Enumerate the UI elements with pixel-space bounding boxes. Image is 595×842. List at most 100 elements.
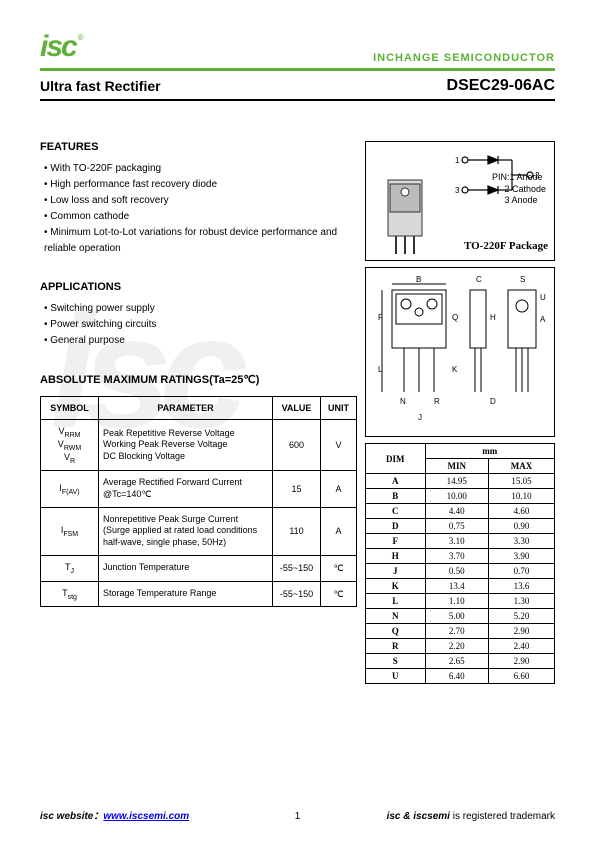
list-item: With TO-220F packaging (44, 161, 357, 177)
list-item: Power switching circuits (44, 317, 357, 333)
list-item: Low loss and soft recovery (44, 193, 357, 209)
cell-value: 110 (273, 507, 321, 555)
svg-text:C: C (476, 275, 482, 284)
cell-param: Junction Temperature (99, 555, 273, 581)
svg-text:1: 1 (455, 156, 460, 165)
cell-param: Peak Repetitive Reverse Voltage Working … (99, 420, 273, 471)
col-header: mm (425, 444, 554, 459)
cell: 0.50 (425, 564, 488, 579)
cell: 3.70 (425, 549, 488, 564)
cell: D (366, 519, 426, 534)
cell: R (366, 639, 426, 654)
svg-text:B: B (416, 275, 421, 284)
cell: 3.90 (488, 549, 554, 564)
website-link[interactable]: www.iscsemi.com (103, 811, 189, 822)
table-row: H3.703.90 (366, 549, 555, 564)
list-item: Switching power supply (44, 301, 357, 317)
cell-unit: A (321, 507, 357, 555)
logo: isc ® (40, 30, 84, 64)
ratings-table: SYMBOL PARAMETER VALUE UNIT VRRMVRWMVRPe… (40, 396, 357, 607)
cell-unit: ℃ (321, 555, 357, 581)
cell: L (366, 594, 426, 609)
cell-symbol: VRRMVRWMVR (41, 420, 99, 471)
cell-symbol: Tstg (41, 581, 99, 607)
table-row: B10.0010.10 (366, 489, 555, 504)
table-row: IFSMNonrepetitive Peak Surge Current (Su… (41, 507, 357, 555)
cell: 5.20 (488, 609, 554, 624)
cell: 2.70 (425, 624, 488, 639)
col-header: UNIT (321, 397, 357, 420)
applications-list: Switching power supply Power switching c… (40, 301, 357, 349)
cell: 2.65 (425, 654, 488, 669)
cell: B (366, 489, 426, 504)
table-row: TJJunction Temperature-55~150℃ (41, 555, 357, 581)
cell: 3.10 (425, 534, 488, 549)
col-header: PARAMETER (99, 397, 273, 420)
table-row: K13.413.6 (366, 579, 555, 594)
table-row: F3.103.30 (366, 534, 555, 549)
svg-text:U: U (540, 293, 546, 302)
cell: Q (366, 624, 426, 639)
svg-text:A: A (540, 315, 546, 324)
svg-text:R: R (434, 397, 440, 406)
applications-title: APPLICATIONS (40, 281, 357, 293)
col-header: DIM (366, 444, 426, 474)
title-row: Ultra fast Rectifier DSEC29-06AC (40, 77, 555, 101)
list-item: High performance fast recovery diode (44, 177, 357, 193)
product-category: Ultra fast Rectifier (40, 78, 161, 94)
table-row: N5.005.20 (366, 609, 555, 624)
cell: K (366, 579, 426, 594)
cell: 1.10 (425, 594, 488, 609)
dimensions-table: DIM mm MIN MAX A14.9515.05B10.0010.10C4.… (365, 443, 555, 684)
cell-unit: ℃ (321, 581, 357, 607)
col-header: MIN (425, 459, 488, 474)
package-label: TO-220F Package (464, 240, 548, 252)
table-row: L1.101.30 (366, 594, 555, 609)
logo-text: isc (40, 30, 76, 64)
svg-text:N: N (400, 397, 406, 406)
package-outline: B C S U A L N R J Q H D F K (365, 267, 555, 437)
table-row: VRRMVRWMVRPeak Repetitive Reverse Voltag… (41, 420, 357, 471)
cell: 14.95 (425, 474, 488, 489)
cell: 2.20 (425, 639, 488, 654)
svg-text:Q: Q (452, 313, 458, 322)
logo-registered: ® (78, 33, 84, 42)
col-header: VALUE (273, 397, 321, 420)
table-row: SYMBOL PARAMETER VALUE UNIT (41, 397, 357, 420)
footer-right: isc & iscsemi is registered trademark (387, 811, 555, 822)
page-number: 1 (295, 811, 301, 822)
cell-unit: A (321, 471, 357, 507)
cell: 2.90 (488, 654, 554, 669)
cell: 6.60 (488, 669, 554, 684)
table-row: A14.9515.05 (366, 474, 555, 489)
svg-text:F: F (378, 313, 383, 322)
table-row: U6.406.60 (366, 669, 555, 684)
part-number: DSEC29-06AC (447, 77, 555, 95)
cell-symbol: IF(AV) (41, 471, 99, 507)
cell: 0.70 (488, 564, 554, 579)
ratings-title: ABSOLUTE MAXIMUM RATINGS(Ta=25℃) (40, 373, 357, 386)
features-list: With TO-220F packaging High performance … (40, 161, 357, 257)
pin-labels: PIN:1 Anode 2 Cathode 3 Anode (492, 172, 546, 207)
table-row: Q2.702.90 (366, 624, 555, 639)
svg-text:L: L (378, 365, 383, 374)
list-item: General purpose (44, 333, 357, 349)
table-row: S2.652.90 (366, 654, 555, 669)
footer-left: isc website：www.iscsemi.com (40, 807, 189, 822)
cell-value: 600 (273, 420, 321, 471)
cell-unit: V (321, 420, 357, 471)
brand-name: INCHANGE SEMICONDUCTOR (373, 52, 555, 64)
svg-text:S: S (520, 275, 525, 284)
svg-text:K: K (452, 365, 458, 374)
cell: 15.05 (488, 474, 554, 489)
table-row: TstgStorage Temperature Range-55~150℃ (41, 581, 357, 607)
cell: 0.90 (488, 519, 554, 534)
svg-text:J: J (418, 413, 422, 422)
pinout-diagram: 1 2 3 1 3 (365, 141, 555, 261)
cell-value: -55~150 (273, 555, 321, 581)
right-column: 1 2 3 1 3 (365, 141, 555, 684)
cell: 10.10 (488, 489, 554, 504)
cell: 2.90 (488, 624, 554, 639)
cell: U (366, 669, 426, 684)
list-item: Common cathode (44, 209, 357, 225)
